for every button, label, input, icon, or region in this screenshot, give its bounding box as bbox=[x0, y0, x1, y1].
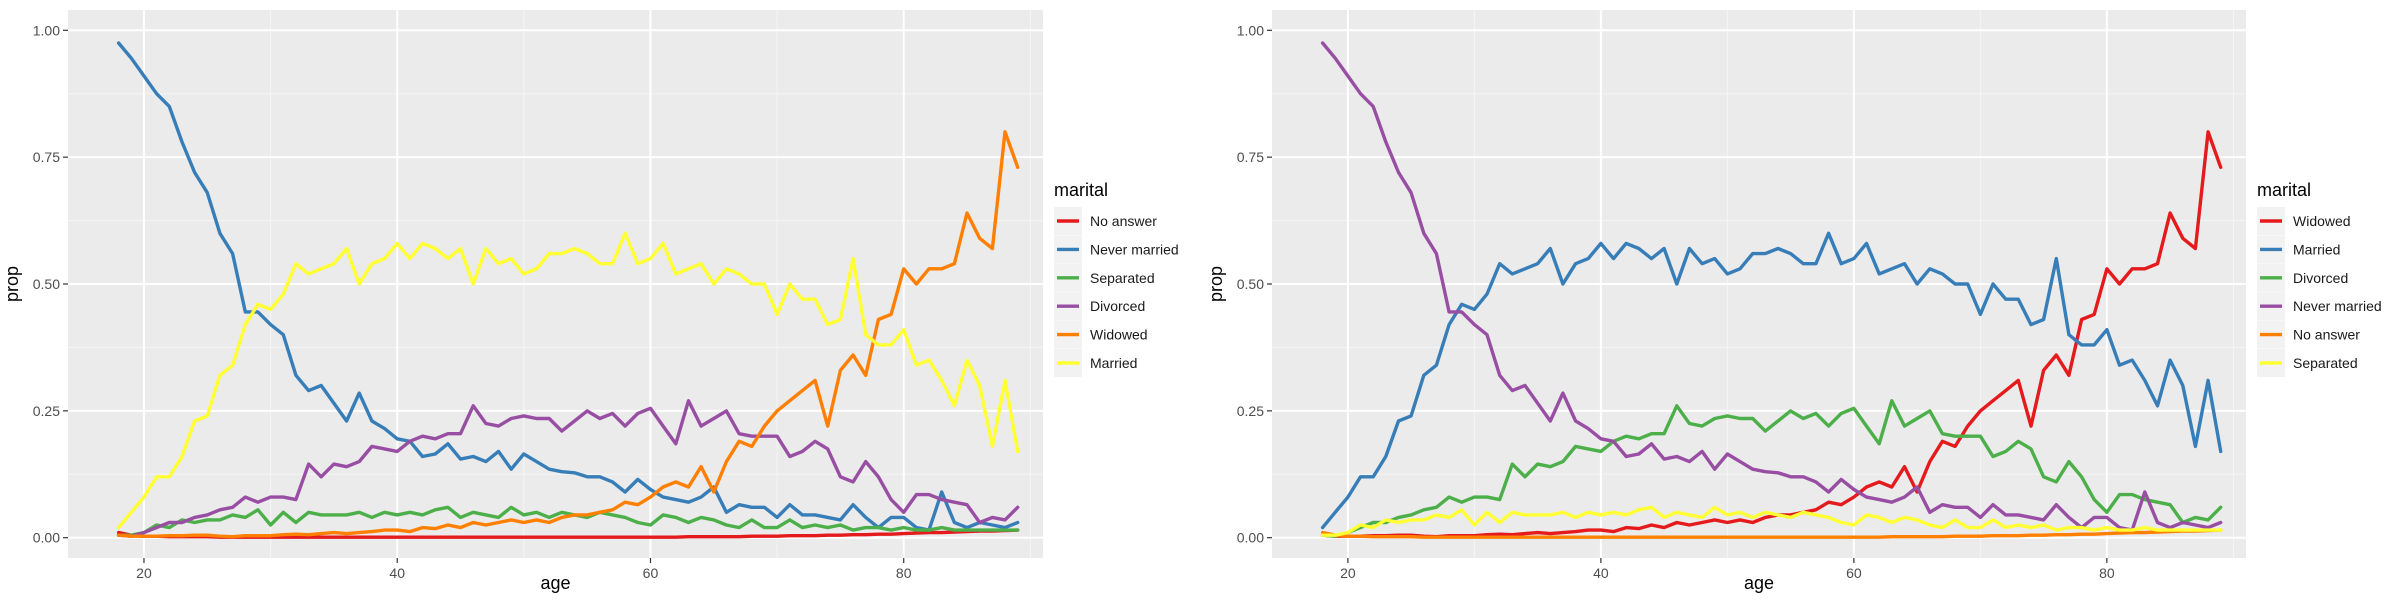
legend-item: Divorced bbox=[2257, 263, 2348, 292]
x-tick-label: 20 bbox=[136, 565, 152, 581]
legend-item: Married bbox=[1054, 349, 1137, 377]
y-tick-label: 1.00 bbox=[33, 22, 60, 38]
y-tick-label: 0.00 bbox=[1237, 530, 1264, 546]
legend-label: Married bbox=[2293, 241, 2340, 257]
legend-item: Divorced bbox=[1054, 292, 1145, 321]
legend: marital No answer Never married Separated Di… bbox=[1054, 180, 1179, 377]
chart-panel-1: 0.00 0.25 0.50 0.75 1.00 20 40 60 80 age prop marit… bbox=[2, 10, 1179, 593]
y-axis-title: prop bbox=[2, 266, 22, 302]
legend-label: Separated bbox=[1090, 270, 1155, 286]
series-line-never-married bbox=[116, 41, 1020, 532]
legend-item: Separated bbox=[1054, 263, 1155, 292]
legend-label: Never married bbox=[1090, 241, 1179, 257]
legend-item: Never married bbox=[1054, 235, 1179, 264]
x-axis-title: age bbox=[540, 573, 570, 593]
legend-label: Divorced bbox=[2293, 270, 2348, 286]
series-line-widowed bbox=[116, 130, 1020, 539]
y-tick-label: 0.25 bbox=[1237, 403, 1264, 419]
legend-label: Separated bbox=[2293, 355, 2358, 371]
legend-item: No answer bbox=[1054, 207, 1157, 235]
x-tick-label: 20 bbox=[1340, 565, 1356, 581]
series-line-never-married bbox=[1320, 41, 2223, 532]
y-tick-label: 0.75 bbox=[33, 149, 60, 165]
y-tick-label: 0.00 bbox=[33, 530, 60, 546]
legend: marital Widowed Married Divorced Never marri… bbox=[2257, 180, 2382, 377]
x-tick-label: 60 bbox=[643, 565, 659, 581]
series-line-no-answer bbox=[1320, 528, 2223, 539]
y-tick-label: 1.00 bbox=[1237, 22, 1264, 38]
series-line-married bbox=[1320, 231, 2223, 530]
legend-label: No answer bbox=[2293, 327, 2360, 343]
legend-label: No answer bbox=[1090, 213, 1157, 229]
x-tick-label: 80 bbox=[2099, 565, 2115, 581]
y-tick-label: 0.50 bbox=[33, 276, 60, 292]
legend-item: Widowed bbox=[2257, 207, 2351, 235]
y-tick-label: 0.50 bbox=[1237, 276, 1264, 292]
legend-label: Divorced bbox=[1090, 298, 1145, 314]
x-tick-label: 40 bbox=[1593, 565, 1609, 581]
x-tick-label: 60 bbox=[1846, 565, 1862, 581]
legend-label: Widowed bbox=[2293, 213, 2351, 229]
series-line-divorced bbox=[116, 399, 1020, 538]
legend-label: Widowed bbox=[1090, 327, 1148, 343]
legend-item: Separated bbox=[2257, 349, 2358, 377]
chart-panel-2: 0.00 0.25 0.50 0.75 1.00 20 40 60 80 age prop marit… bbox=[1206, 10, 2382, 593]
x-tick-label: 40 bbox=[389, 565, 405, 581]
series-line-married bbox=[116, 231, 1020, 530]
y-tick-label: 0.25 bbox=[33, 403, 60, 419]
legend-item: No answer bbox=[2257, 320, 2360, 349]
y-axis-title: prop bbox=[1206, 266, 1226, 302]
series-line-divorced bbox=[1320, 399, 2223, 538]
x-axis-title: age bbox=[1744, 573, 1774, 593]
legend-label: Married bbox=[1090, 355, 1137, 371]
series-line-separated bbox=[1320, 505, 2223, 537]
legend-item: Widowed bbox=[1054, 320, 1148, 349]
legend-item: Married bbox=[2257, 235, 2340, 264]
y-tick-label: 0.75 bbox=[1237, 149, 1264, 165]
series-line-separated bbox=[116, 505, 1020, 537]
x-tick-label: 80 bbox=[896, 565, 912, 581]
legend-label: Never married bbox=[2293, 298, 2382, 314]
legend-item: Never married bbox=[2257, 292, 2382, 321]
legend-title: marital bbox=[1054, 180, 1108, 200]
legend-title: marital bbox=[2257, 180, 2311, 200]
